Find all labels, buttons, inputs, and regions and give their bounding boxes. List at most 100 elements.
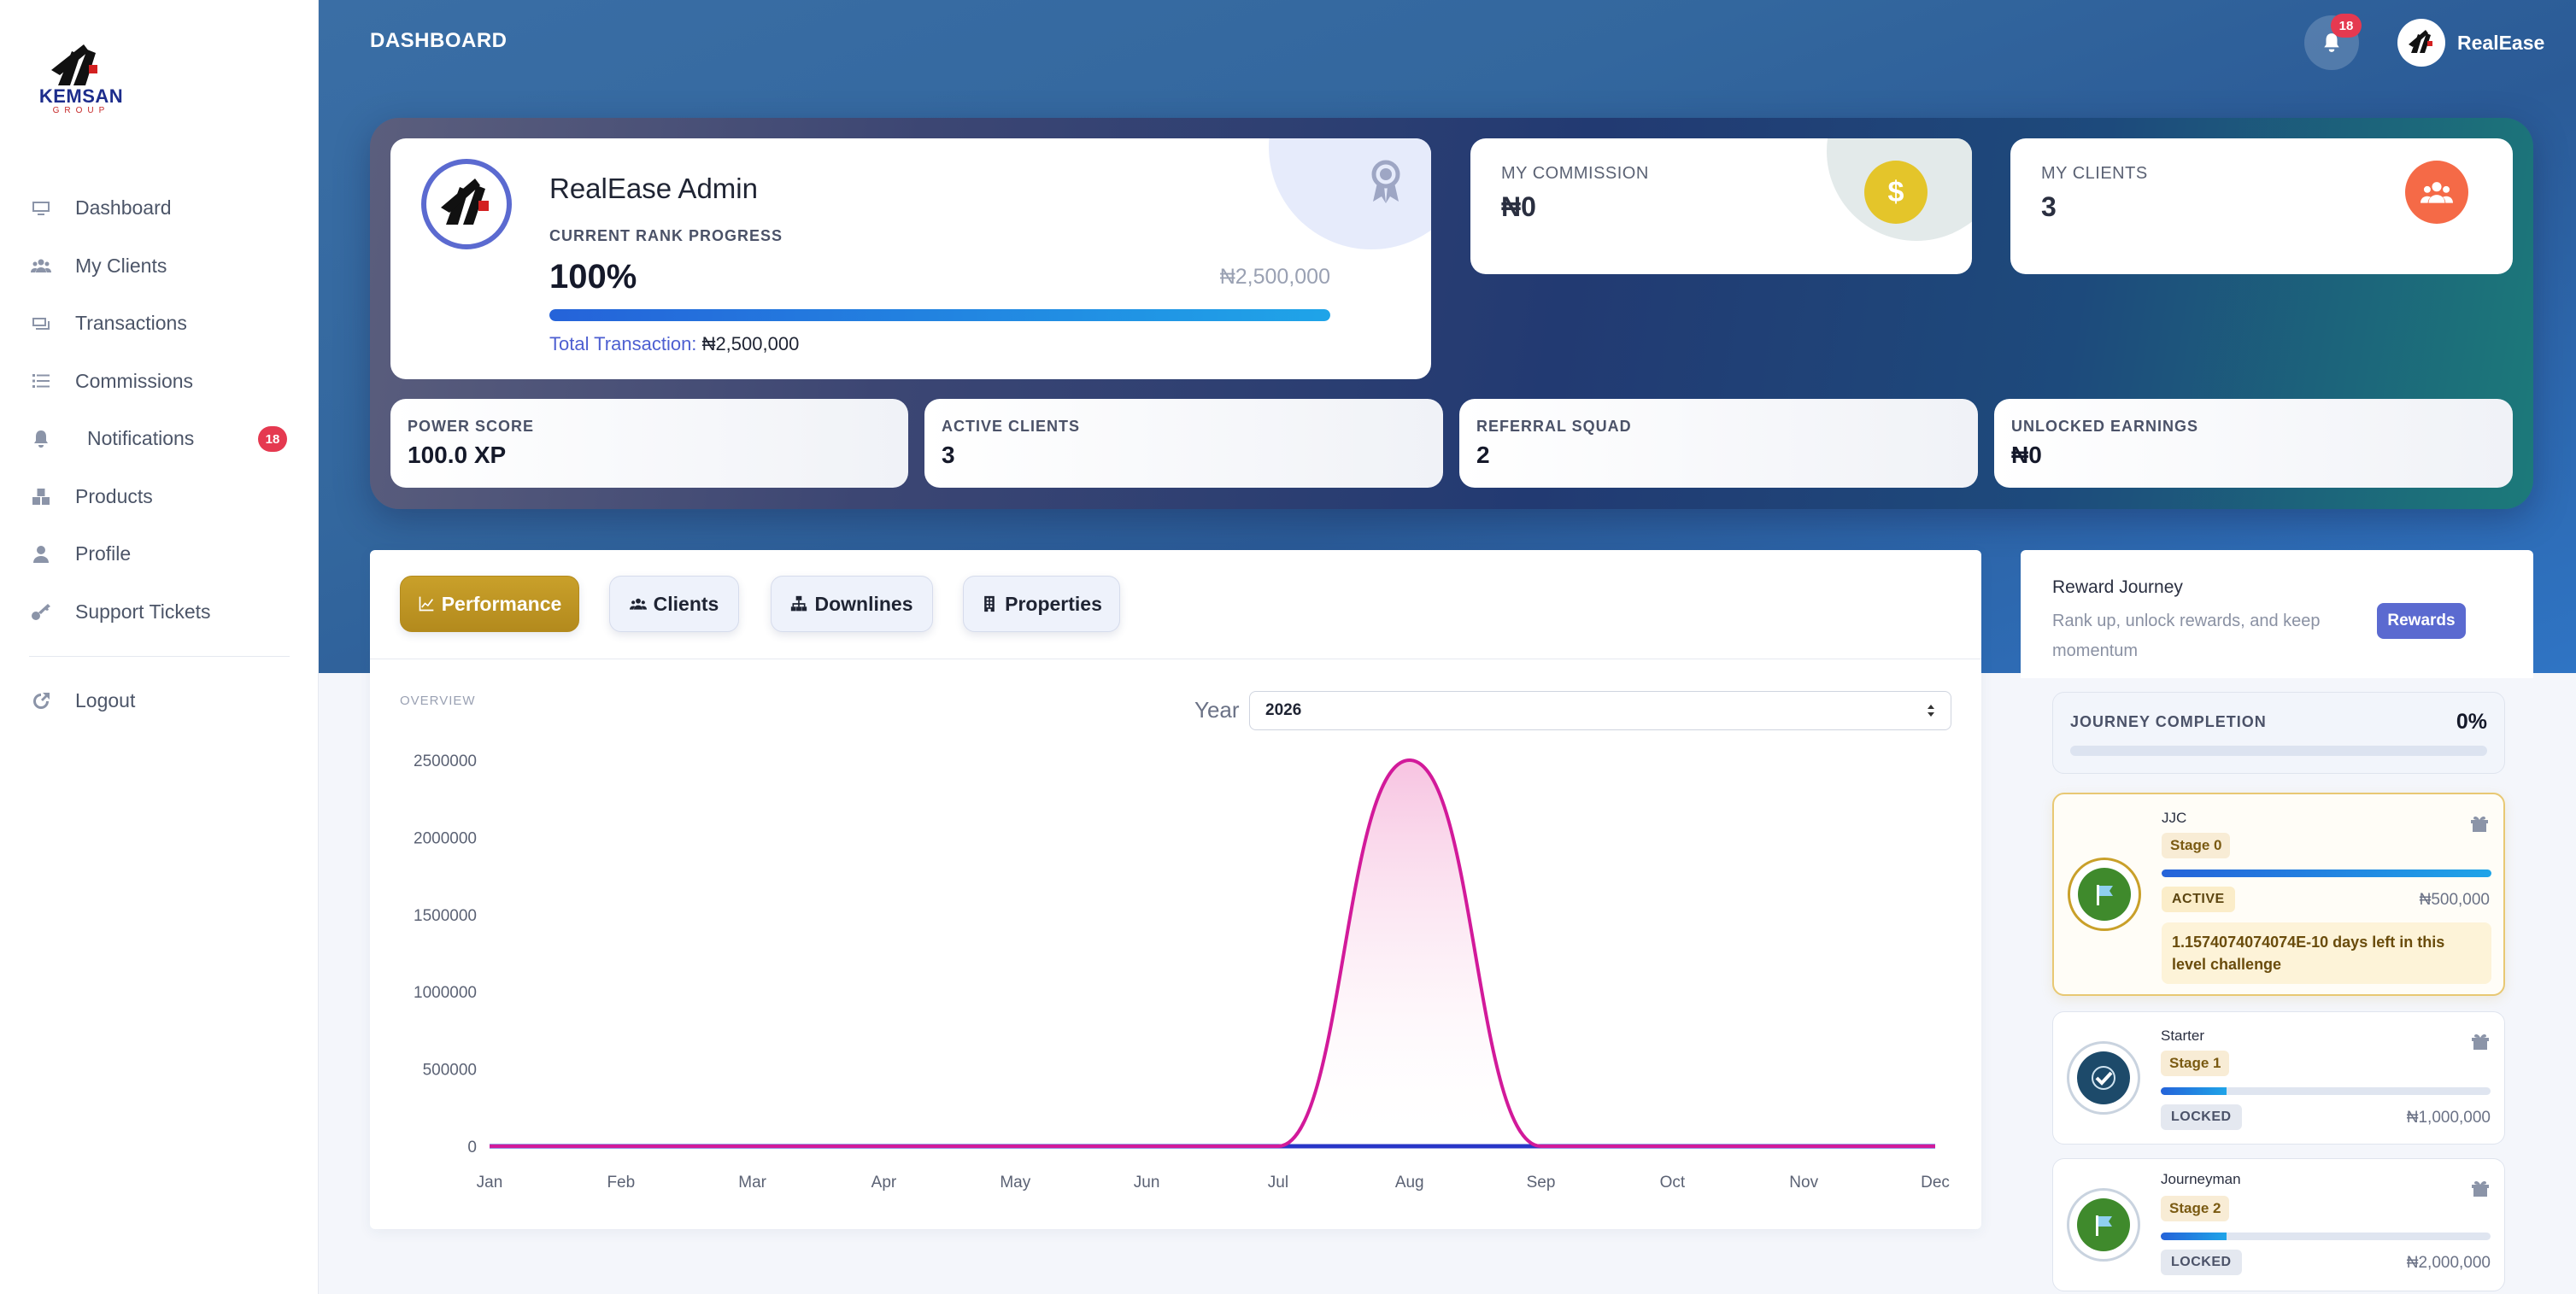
stage-progress-bar	[2161, 1233, 2491, 1240]
admin-avatar	[421, 159, 512, 249]
bell-icon	[2324, 33, 2339, 52]
chart-tabs: Performance Clients Downlines Properties	[370, 550, 1981, 659]
sidebar-item-products[interactable]: Products	[0, 468, 319, 526]
admin-rank-card: RealEase Admin CURRENT RANK PROGRESS 100…	[390, 138, 1431, 379]
bell-icon	[29, 427, 53, 451]
stage-progress-fill	[2161, 1233, 2227, 1240]
overview-label: OVERVIEW	[400, 694, 476, 708]
sidebar-item-logout[interactable]: Logout	[0, 672, 319, 730]
x-tick-label: Mar	[738, 1174, 766, 1192]
key-icon	[29, 600, 53, 624]
mini-stat-value: 100.0 XP	[408, 442, 507, 468]
x-tick-label: Feb	[607, 1174, 635, 1192]
flag-icon	[2077, 1198, 2130, 1251]
journey-completion-label: JOURNEY COMPLETION	[2070, 713, 2267, 730]
stage-status-badge: ACTIVE	[2162, 887, 2235, 912]
users-icon	[29, 254, 53, 278]
stage-name: Journeyman	[2161, 1171, 2241, 1187]
sidebar-item-transactions[interactable]: Transactions	[0, 295, 319, 353]
sidebar-item-label: Products	[75, 484, 153, 507]
header-notification-badge: 18	[2331, 14, 2362, 38]
x-tick-label: Aug	[1395, 1174, 1424, 1192]
brand-logo[interactable]: KEMSAN GROUP	[34, 36, 128, 121]
sidebar-divider	[29, 656, 290, 657]
series-line	[490, 758, 1935, 1148]
stage-badge	[2068, 858, 2141, 931]
year-select[interactable]: 2026	[1249, 691, 1951, 730]
unlocked-earnings-card: UNLOCKED EARNINGS ₦0	[1994, 399, 2513, 488]
y-tick-label: 2500000	[414, 752, 477, 770]
gift-icon	[2469, 813, 2490, 834]
stage-status-badge: LOCKED	[2161, 1104, 2242, 1130]
rank-progress-bar	[549, 309, 1330, 321]
user-icon	[29, 542, 53, 566]
tab-label: Clients	[653, 592, 719, 615]
stage-amount: ₦500,000	[2419, 891, 2490, 909]
stage-countdown-note: 1.1574074074074E-10 days left in this le…	[2162, 922, 2491, 984]
active-clients-card: ACTIVE CLIENTS 3	[924, 399, 1443, 488]
power-score-card: POWER SCORE 100.0 XP	[390, 399, 908, 488]
performance-line-chart: 2500000 2000000 1500000 1000000 500000 0 Jan F…	[414, 752, 1950, 1192]
boxes-icon	[29, 484, 53, 508]
sidebar-item-label: Transactions	[75, 312, 187, 335]
check-icon	[2077, 1051, 2130, 1104]
stage-card-starter[interactable]: Starter Stage 1 LOCKED ₦1,000,000	[2052, 1011, 2505, 1145]
sidebar-item-profile[interactable]: Profile	[0, 525, 319, 583]
rank-target: ₦2,500,000	[1219, 265, 1330, 289]
stage-badge	[2067, 1041, 2140, 1115]
sidebar-item-commissions[interactable]: Commissions	[0, 353, 319, 411]
stage-status-badge: LOCKED	[2161, 1250, 2242, 1275]
tab-performance[interactable]: Performance	[400, 576, 579, 632]
stage-level-badge: Stage 1	[2161, 1051, 2230, 1076]
stat-title: MY COMMISSION	[1501, 164, 1649, 183]
my-commission-card: MY COMMISSION ₦0 $	[1470, 138, 1972, 274]
tab-properties[interactable]: Properties	[963, 576, 1120, 632]
chart-line-icon	[419, 596, 434, 612]
series-area-fill	[490, 760, 1935, 1146]
brand-sub: GROUP	[52, 106, 110, 115]
sidebar-item-support-tickets[interactable]: Support Tickets	[0, 583, 319, 641]
stage-card-journeyman[interactable]: Journeyman Stage 2 LOCKED ₦2,000,000	[2052, 1158, 2505, 1291]
rewards-button[interactable]: Rewards	[2377, 603, 2466, 639]
stage-amount: ₦2,000,000	[2406, 1254, 2491, 1272]
flag-icon	[2078, 868, 2131, 921]
sidebar-item-my-clients[interactable]: My Clients	[0, 237, 319, 296]
sidebar-item-label: Support Tickets	[75, 600, 211, 623]
sidebar-item-notifications[interactable]: Notifications 18	[0, 410, 319, 468]
mini-stat-title: UNLOCKED EARNINGS	[2011, 418, 2199, 435]
tab-clients[interactable]: Clients	[609, 576, 739, 632]
year-label: Year	[1194, 697, 1240, 723]
stage-amount: ₦1,000,000	[2406, 1109, 2491, 1127]
stage-level-badge: Stage 2	[2161, 1196, 2230, 1221]
sitemap-icon	[791, 595, 807, 612]
x-tick-label: Jul	[1268, 1174, 1288, 1192]
tab-downlines[interactable]: Downlines	[771, 576, 933, 632]
stage-progress-bar	[2162, 869, 2491, 877]
stage-card-jjc[interactable]: JJC Stage 0 ACTIVE ₦500,000 1.1574074074…	[2052, 793, 2505, 996]
x-tick-label: May	[1000, 1174, 1030, 1192]
avatar	[2397, 19, 2445, 67]
journey-progress-bar	[2070, 746, 2487, 756]
journey-completion: JOURNEY COMPLETION 0%	[2052, 692, 2505, 774]
x-tick-label: Sep	[1527, 1174, 1556, 1192]
y-tick-label: 2000000	[414, 829, 477, 847]
y-tick-label: 1500000	[414, 907, 477, 925]
sidebar-nav: Dashboard My Clients Transactions Commis…	[0, 179, 319, 730]
stage-progress-fill	[2162, 869, 2491, 877]
reward-journey-panel: Reward Journey Rank up, unlock rewards, …	[2021, 550, 2533, 1294]
sidebar-item-label: Logout	[75, 689, 136, 712]
sidebar-item-label: Commissions	[75, 369, 194, 392]
y-tick-label: 1000000	[414, 984, 477, 1002]
mini-stat-title: ACTIVE CLIENTS	[942, 418, 1081, 435]
users-icon	[2405, 161, 2468, 224]
user-menu[interactable]: RealEase	[2397, 19, 2544, 67]
gift-icon	[2470, 1031, 2491, 1051]
user-logo-icon	[2409, 30, 2432, 53]
mini-stat-value: ₦0	[2011, 442, 2042, 468]
referral-squad-card: REFERRAL SQUAD 2	[1459, 399, 1978, 488]
sidebar-item-label: Dashboard	[75, 196, 172, 220]
sidebar-item-dashboard[interactable]: Dashboard	[0, 179, 319, 237]
tab-label: Downlines	[814, 592, 913, 615]
monitor-icon	[29, 196, 53, 220]
stage-level-badge: Stage 0	[2162, 833, 2231, 858]
